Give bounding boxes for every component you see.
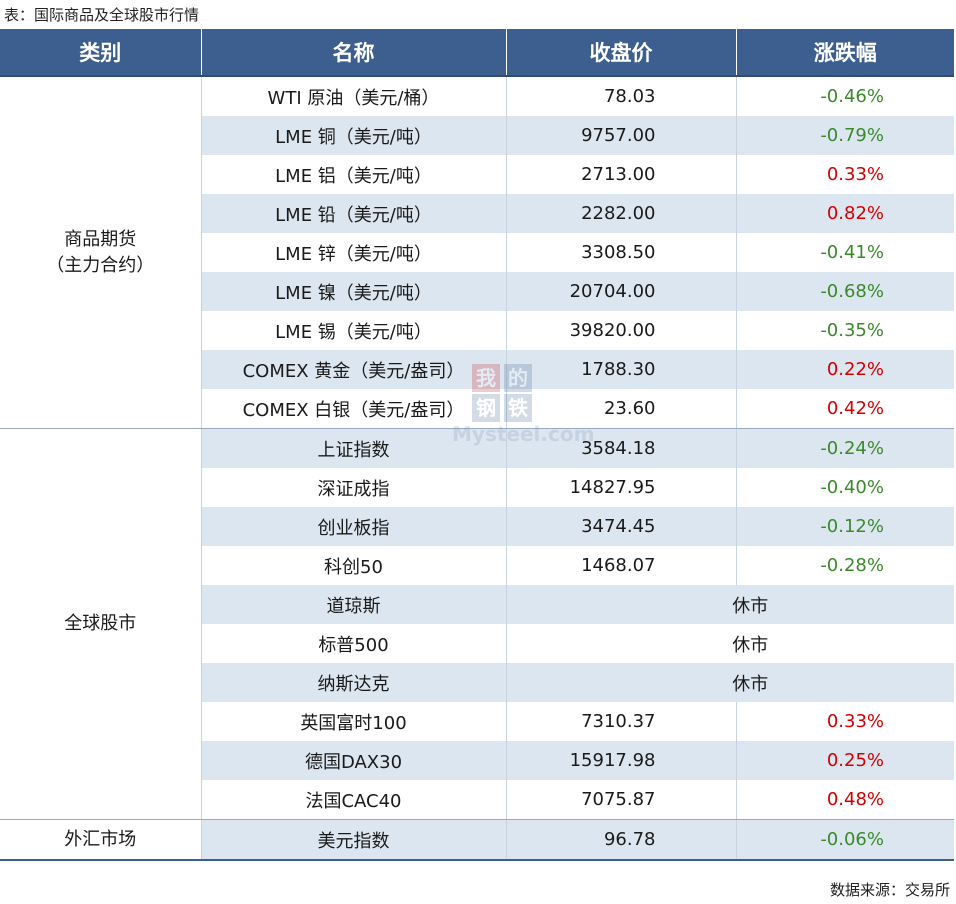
change-percent: 0.25% — [736, 741, 954, 780]
category-label: 全球股市 — [64, 613, 137, 634]
close-price: 3474.45 — [506, 507, 737, 546]
header-change: 涨跌幅 — [736, 29, 954, 76]
change-percent: 0.82% — [736, 194, 954, 233]
instrument-name: LME 镍（美元/吨） — [201, 272, 507, 311]
close-price: 39820.00 — [506, 311, 737, 350]
table-row: LME 锡（美元/吨） 39820.00 -0.35% — [0, 311, 954, 350]
market-closed: 休市 — [506, 663, 954, 702]
instrument-name: 美元指数 — [201, 819, 507, 861]
close-price: 3584.18 — [506, 428, 737, 468]
change-percent: 0.42% — [736, 389, 954, 429]
close-price: 78.03 — [506, 76, 737, 116]
category-cell: 全球股市 — [0, 428, 202, 820]
table-row: 标普500 休市 — [0, 624, 954, 663]
table-row: LME 镍（美元/吨） 20704.00 -0.68% — [0, 272, 954, 311]
table-row: 全球股市 上证指数 3584.18 -0.24% — [0, 428, 954, 820]
change-percent: -0.40% — [820, 477, 884, 498]
market-closed: 休市 — [506, 585, 954, 624]
header-category: 类别 — [0, 29, 202, 76]
table-row: 道琼斯 休市 — [0, 585, 954, 624]
table-row: LME 铜（美元/吨） 9757.00 -0.79% — [0, 116, 954, 155]
table-row: LME 铝（美元/吨） 2713.00 0.33% — [0, 155, 954, 194]
instrument-name: COMEX 白银（美元/盎司） — [201, 389, 507, 429]
table-row: 商品期货 （主力合约） WTI 原油（美元/桶） 78.03 -0.46% — [0, 76, 954, 429]
instrument-name: LME 铜（美元/吨） — [201, 116, 507, 155]
table-row: 法国CAC40 7075.87 0.48% — [0, 780, 954, 820]
change-percent: -0.35% — [820, 320, 884, 341]
instrument-name: LME 锌（美元/吨） — [201, 233, 507, 272]
table-row: 纳斯达克 休市 — [0, 663, 954, 702]
change-percent: -0.68% — [736, 272, 954, 311]
instrument-name: 标普500 — [201, 624, 507, 663]
table-row: 英国富时100 7310.37 0.33% — [0, 702, 954, 741]
close-price: 96.78 — [506, 819, 737, 861]
close-price: 9757.00 — [506, 116, 737, 155]
close-price: 2282.00 — [506, 194, 737, 233]
close-price: 7310.37 — [506, 702, 737, 741]
market-closed: 休市 — [732, 634, 769, 656]
change-percent: -0.06% — [736, 819, 954, 861]
market-table: 类别 名称 收盘价 涨跌幅 商品期货 （主力合约） WTI 原油（美元/桶） 78.0… — [0, 29, 954, 861]
category-label: （主力合约） — [46, 254, 155, 276]
change-percent: 0.48% — [736, 780, 954, 820]
table-row: 创业板指 3474.45 -0.12% — [0, 507, 954, 546]
instrument-name: 法国CAC40 — [201, 780, 507, 820]
instrument-name: 深证成指 — [201, 468, 507, 507]
table-row: 深证成指 14827.95 -0.40% — [0, 468, 954, 507]
close-price: 1788.30 — [506, 350, 737, 389]
category-cell: 商品期货 （主力合约） — [0, 76, 202, 429]
table-row: COMEX 黄金（美元/盎司） 1788.30 0.22% — [0, 350, 954, 389]
change-percent: -0.46% — [820, 86, 884, 107]
category-label: 外汇市场 — [64, 828, 137, 850]
table-body: 商品期货 （主力合约） WTI 原油（美元/桶） 78.03 -0.46% LME 铜（美… — [0, 76, 954, 861]
table-row: 德国DAX30 15917.98 0.25% — [0, 741, 954, 780]
instrument-name: 英国富时100 — [201, 702, 507, 741]
table-row: LME 锌（美元/吨） 3308.50 -0.41% — [0, 233, 954, 272]
instrument-name: COMEX 黄金（美元/盎司） — [201, 350, 507, 389]
instrument-name: 德国DAX30 — [201, 741, 507, 780]
instrument-name: LME 铝（美元/吨） — [201, 155, 507, 194]
close-price: 23.60 — [506, 389, 737, 429]
category-label: 商品期货 — [64, 228, 137, 250]
instrument-name: LME 铅（美元/吨） — [201, 194, 507, 233]
close-price: 7075.87 — [506, 780, 737, 820]
instrument-name: 创业板指 — [201, 507, 507, 546]
change-percent: 0.33% — [826, 711, 884, 732]
change-percent: -0.24% — [736, 428, 954, 468]
table-row: 外汇市场 美元指数 96.78 -0.06% — [0, 819, 954, 861]
close-price: 1468.07 — [506, 546, 737, 585]
close-price: 20704.00 — [506, 272, 737, 311]
category-cell: 外汇市场 — [0, 819, 202, 861]
change-percent: -0.12% — [736, 507, 954, 546]
table-row: LME 铅（美元/吨） 2282.00 0.82% — [0, 194, 954, 233]
table-row: COMEX 白银（美元/盎司） 23.60 0.42% — [0, 389, 954, 429]
instrument-name: 科创50 — [201, 546, 507, 585]
change-percent: -0.79% — [736, 116, 954, 155]
close-price: 2713.00 — [506, 155, 737, 194]
close-price: 3308.50 — [506, 233, 737, 272]
change-percent: 0.22% — [736, 350, 954, 389]
instrument-name: 纳斯达克 — [201, 663, 507, 702]
change-percent: -0.41% — [820, 242, 884, 263]
change-percent: 0.33% — [826, 164, 884, 185]
close-price: 15917.98 — [506, 741, 737, 780]
close-price: 14827.95 — [506, 468, 737, 507]
table-header: 类别 名称 收盘价 涨跌幅 — [0, 29, 954, 76]
instrument-name: WTI 原油（美元/桶） — [201, 76, 507, 116]
change-percent: -0.28% — [820, 555, 884, 576]
table-row: 科创50 1468.07 -0.28% — [0, 546, 954, 585]
data-source: 数据来源：交易所 — [829, 881, 950, 899]
table-caption: 表：国际商品及全球股市行情 — [4, 6, 200, 24]
header-close-price: 收盘价 — [506, 29, 737, 76]
instrument-name: 道琼斯 — [201, 585, 507, 624]
header-name: 名称 — [201, 29, 507, 76]
instrument-name: 上证指数 — [201, 428, 507, 468]
instrument-name: LME 锡（美元/吨） — [201, 311, 507, 350]
